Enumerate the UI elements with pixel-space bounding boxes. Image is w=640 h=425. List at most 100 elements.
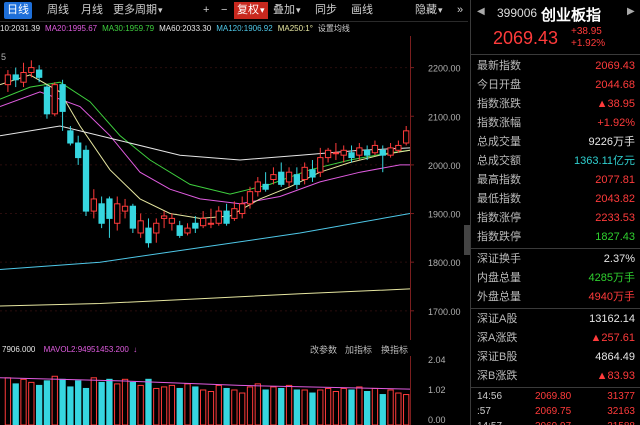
candle-body — [43, 86, 51, 115]
candle-body — [363, 149, 371, 156]
candle-body — [184, 227, 191, 234]
stat-value: ▲257.61 — [590, 332, 635, 344]
candle-body — [387, 147, 394, 156]
panel-collapse-handle[interactable] — [464, 225, 470, 255]
candle-body — [137, 220, 144, 234]
hide-button[interactable]: 隐藏 — [412, 2, 446, 19]
price-axis-label: 1700.00 — [428, 307, 461, 317]
stat-row: 指数涨停 2233.53 — [471, 209, 640, 228]
candle-body — [270, 174, 277, 180]
volume-bar — [51, 375, 58, 425]
candle-body — [262, 183, 269, 190]
fuquan-button[interactable]: 复权 — [234, 2, 268, 19]
change-params-button[interactable]: 改参数 — [310, 345, 338, 355]
draw-line-button[interactable]: 画线 — [351, 4, 373, 16]
volume-bar — [340, 387, 347, 425]
candlestick-chart[interactable]: 2200.00 2100.00 2000.00 1900.00 1800.00 1700.… — [0, 36, 468, 340]
stat-row: 最高指数 2077.81 — [471, 171, 640, 190]
volume-bar — [395, 392, 402, 425]
stat-row: 内盘总量 4285万手 — [471, 269, 640, 288]
volume-bar — [137, 384, 144, 425]
candle-body — [12, 74, 19, 81]
volume-bar — [192, 386, 199, 425]
volume-bar — [301, 389, 308, 425]
more-button[interactable]: » — [457, 4, 464, 16]
period-toolbar: 日线 周线 月线 更多周期 + − 复权 叠加 同步 画线 隐藏 » — [0, 0, 468, 22]
ma-legend-item: MA20:1995.67 — [45, 24, 98, 33]
price-axis-label: 2200.00 — [428, 64, 461, 74]
volume-bar — [59, 378, 66, 425]
stat-row: 深证B股 4864.49 — [471, 348, 640, 367]
volume-bar — [285, 384, 293, 425]
candle-body — [348, 152, 355, 159]
volume-bar — [67, 386, 74, 425]
ma-legend-item: MA120:1906.92 — [216, 24, 273, 33]
volume-bar — [332, 391, 340, 425]
tab-daily[interactable]: 日线 — [4, 2, 32, 19]
volume-bar — [168, 384, 176, 425]
stat-label: 指数涨跌 — [477, 98, 521, 110]
candle-body — [324, 149, 332, 159]
stat-label: 深证换手 — [477, 253, 521, 265]
tab-monthly[interactable]: 月线 — [81, 4, 103, 16]
candle-body — [371, 144, 379, 154]
stat-row: 今日开盘 2044.68 — [471, 76, 640, 95]
next-arrow-icon[interactable]: ▶ — [627, 6, 635, 17]
candle-body — [278, 171, 285, 185]
zoom-out-button[interactable]: − — [221, 4, 228, 16]
volume-bar — [184, 383, 191, 425]
candle-body — [207, 222, 215, 225]
price-axis-label: 2000.00 — [428, 161, 461, 171]
tab-weekly[interactable]: 周线 — [47, 4, 69, 16]
candle-body — [145, 227, 152, 244]
volume-bar — [363, 391, 371, 425]
mavol-line — [0, 377, 411, 390]
ma250-line — [0, 288, 411, 307]
volume-bar — [239, 392, 246, 425]
stat-label: 最高指数 — [477, 174, 521, 186]
candle-body — [168, 217, 176, 224]
chevron-down-icon[interactable]: ↓ — [133, 345, 138, 354]
candle-body — [192, 222, 199, 229]
candle-body — [317, 157, 324, 173]
candle-body — [293, 174, 301, 185]
stat-value: ▲38.95 — [596, 98, 635, 110]
stat-label: 指数涨停 — [477, 212, 521, 224]
ma-legend-item[interactable]: 设置均线 — [317, 24, 350, 33]
tick-row: 14:57 2069.97 31588 — [471, 419, 640, 425]
stat-value: ▲83.93 — [596, 370, 635, 382]
ma-legend-item: 10:2031.39 — [0, 24, 41, 33]
tick-time: 14:57 — [477, 419, 502, 425]
quote-panel: ◀ 399006 创业板指 ▶ 2069.43 +38.95 +1.92% 最新… — [470, 0, 640, 425]
prev-arrow-icon[interactable]: ◀ — [477, 6, 485, 17]
candle-body — [246, 191, 254, 205]
volume-chart[interactable]: 2.04 1.02 0.00 — [0, 356, 468, 425]
overlay-button[interactable]: 叠加 — [270, 2, 304, 19]
candle-body — [153, 222, 160, 234]
candle-body — [379, 149, 386, 156]
volume-bar — [129, 381, 137, 425]
current-price: 2069.43 — [493, 28, 559, 48]
stat-label: 指数跌停 — [477, 231, 521, 243]
volume-bar — [160, 386, 168, 425]
candle-body — [67, 130, 74, 144]
stat-label: 深证A股 — [477, 313, 518, 325]
volume-bar — [145, 378, 152, 425]
tick-volume: 31377 — [607, 391, 635, 402]
stat-row: 总成交额 1363.11亿元 — [471, 152, 640, 171]
candle-body — [51, 84, 58, 115]
tab-more-periods[interactable]: 更多周期 — [110, 2, 166, 19]
volume-bar — [246, 386, 254, 425]
stat-value: 2.37% — [603, 253, 635, 265]
add-indicator-button[interactable]: 加指标 — [345, 345, 373, 355]
sync-button[interactable]: 同步 — [315, 4, 337, 16]
switch-indicator-button[interactable]: 换指标 — [381, 345, 409, 355]
volume-bar — [75, 380, 82, 425]
candle-body — [176, 225, 183, 236]
quote-header: ◀ 399006 创业板指 ▶ 2069.43 +38.95 +1.92% — [471, 0, 640, 55]
candle-body — [35, 69, 43, 78]
zoom-in-button[interactable]: + — [203, 4, 210, 16]
stat-value: 2233.53 — [595, 212, 635, 224]
stat-row: 指数跌停 1827.43 — [471, 228, 640, 247]
volume-bar — [153, 387, 160, 425]
